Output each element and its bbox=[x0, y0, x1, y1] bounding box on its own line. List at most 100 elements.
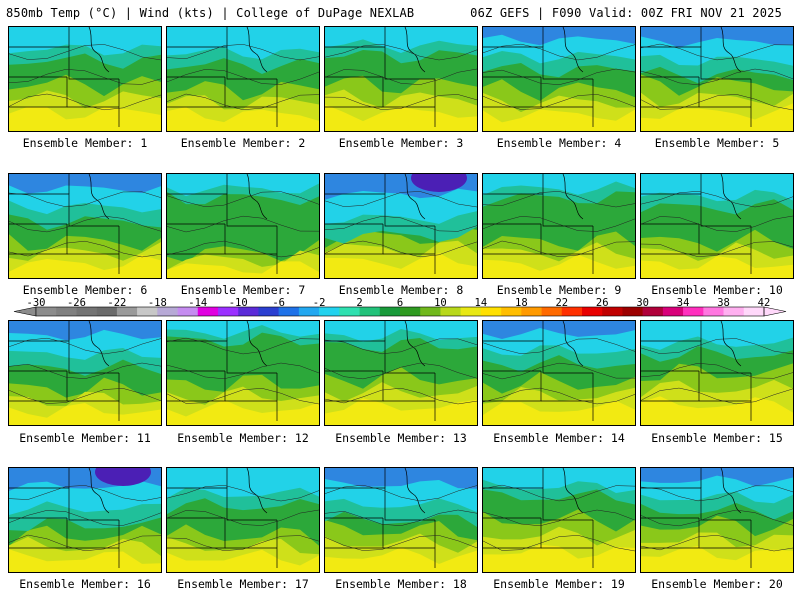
state-border bbox=[325, 487, 435, 521]
cold-field bbox=[483, 27, 635, 46]
isotherms bbox=[9, 44, 161, 111]
isotherm bbox=[325, 94, 477, 110]
isotherm bbox=[641, 68, 793, 86]
isotherm bbox=[167, 240, 319, 258]
colorbar-swatch bbox=[480, 307, 502, 316]
isotherms bbox=[9, 191, 161, 258]
warm-field bbox=[483, 400, 635, 425]
colorbar-tick-label: 14 bbox=[474, 297, 488, 309]
colorbar-swatch bbox=[723, 307, 745, 316]
ensemble-map-panel bbox=[8, 467, 162, 573]
state-border bbox=[562, 174, 584, 220]
isotherm bbox=[483, 94, 635, 110]
colorbar-tick-label: 2 bbox=[356, 297, 363, 309]
warm-field bbox=[641, 396, 793, 425]
isotherm bbox=[483, 338, 635, 355]
cold-field bbox=[167, 321, 319, 339]
cold-core bbox=[95, 468, 151, 486]
state-border bbox=[641, 340, 751, 374]
ensemble-map-panel bbox=[166, 320, 320, 426]
isotherm bbox=[9, 485, 161, 502]
temperature-map bbox=[325, 468, 477, 572]
warm-field bbox=[9, 106, 161, 131]
temperature-map bbox=[483, 27, 635, 131]
state-border bbox=[167, 487, 277, 521]
state-borders bbox=[167, 321, 278, 421]
colorbar-tick-label: 38 bbox=[717, 297, 730, 309]
state-border bbox=[325, 340, 435, 374]
isotherm bbox=[325, 191, 477, 208]
isotherm bbox=[641, 485, 793, 502]
colorbar-swatch bbox=[258, 307, 279, 316]
ensemble-member-label: Ensemble Member: 20 bbox=[651, 577, 783, 591]
colorbar-swatch bbox=[319, 307, 340, 316]
state-border bbox=[641, 487, 751, 521]
state-border bbox=[246, 321, 268, 367]
temperature-map bbox=[483, 468, 635, 572]
isotherm bbox=[325, 484, 477, 502]
state-borders bbox=[325, 468, 436, 568]
state-border bbox=[9, 340, 119, 374]
state-borders bbox=[641, 174, 752, 274]
isotherms bbox=[167, 44, 319, 110]
colorbar-swatch bbox=[703, 307, 724, 316]
state-border bbox=[720, 321, 742, 367]
ensemble-member-label: Ensemble Member: 15 bbox=[651, 431, 783, 445]
state-border bbox=[9, 46, 119, 80]
ensemble-map-panel bbox=[8, 26, 162, 132]
state-border bbox=[404, 321, 426, 367]
state-border bbox=[9, 487, 119, 521]
ensemble-member-label: Ensemble Member: 17 bbox=[177, 577, 309, 591]
isotherm bbox=[9, 510, 161, 526]
isotherms bbox=[325, 338, 477, 405]
state-borders bbox=[9, 321, 120, 421]
warm-field bbox=[641, 256, 793, 278]
colorbar-tick-label: 42 bbox=[757, 297, 771, 309]
state-borders bbox=[641, 468, 752, 568]
colorbar-swatch bbox=[420, 307, 441, 316]
cold-field bbox=[641, 174, 793, 202]
warm-field bbox=[483, 544, 635, 572]
state-border bbox=[325, 193, 435, 227]
cold-core bbox=[411, 174, 467, 192]
isotherm bbox=[641, 387, 793, 405]
ensemble-member-label: Ensemble Member: 19 bbox=[493, 577, 625, 591]
isotherm bbox=[167, 337, 319, 355]
colorbar-swatch bbox=[743, 307, 765, 316]
ensemble-member-label: Ensemble Member: 18 bbox=[335, 577, 467, 591]
warm-field bbox=[325, 104, 477, 131]
colorbar-swatch bbox=[238, 307, 259, 316]
temperature-map bbox=[9, 468, 161, 572]
colorbar-swatch bbox=[76, 307, 97, 316]
colorbar-swatch bbox=[541, 307, 563, 316]
temperature-map bbox=[641, 27, 793, 131]
colorbar-swatch bbox=[501, 307, 522, 316]
colorbar-tick-label: -6 bbox=[272, 297, 285, 309]
isotherm bbox=[325, 362, 477, 380]
ensemble-member-label: Ensemble Member: 13 bbox=[335, 431, 467, 445]
ensemble-member-label: Ensemble Member: 12 bbox=[177, 431, 309, 445]
ensemble-map-panel bbox=[640, 320, 794, 426]
isotherms bbox=[483, 43, 635, 110]
state-border bbox=[167, 193, 277, 227]
isotherm bbox=[167, 509, 319, 526]
isotherm bbox=[641, 338, 793, 355]
isotherms bbox=[483, 484, 635, 552]
colorbar-swatch bbox=[460, 307, 482, 316]
isotherm bbox=[483, 535, 635, 552]
isotherms bbox=[641, 191, 793, 257]
isotherm bbox=[325, 43, 477, 61]
temperature-map bbox=[167, 468, 319, 572]
state-border bbox=[246, 174, 268, 220]
state-borders bbox=[641, 321, 752, 421]
colorbar-swatch bbox=[582, 307, 603, 316]
colorbar-swatch bbox=[278, 307, 300, 316]
isotherm bbox=[641, 509, 793, 527]
warm-field bbox=[9, 403, 161, 425]
temperature-map bbox=[325, 321, 477, 425]
colorbar-swatch bbox=[116, 307, 138, 316]
colorbar-tick-label: 22 bbox=[555, 297, 569, 309]
warm-field bbox=[325, 253, 477, 278]
temperature-map bbox=[9, 174, 161, 278]
ensemble-map-panel bbox=[482, 320, 636, 426]
